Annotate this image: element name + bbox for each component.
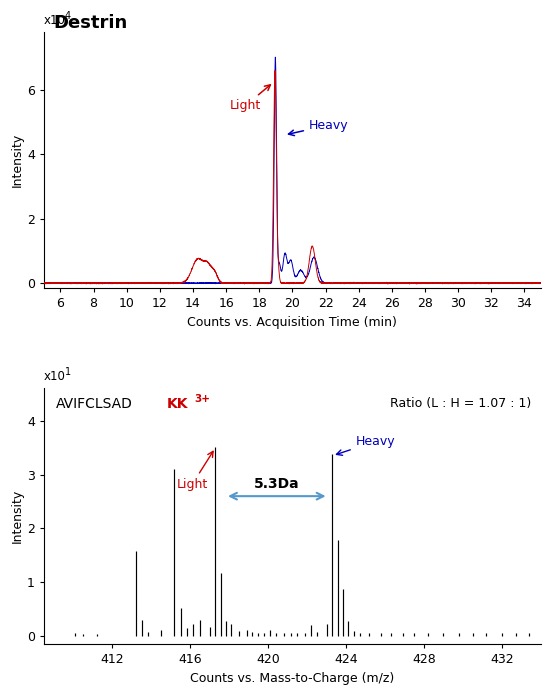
- Text: Light: Light: [230, 85, 270, 112]
- Text: 4: 4: [65, 10, 71, 21]
- Text: AVIFCLSAD: AVIFCLSAD: [56, 397, 133, 411]
- Text: Heavy: Heavy: [289, 118, 349, 136]
- Text: x10: x10: [44, 14, 66, 27]
- Text: Ratio (L : H = 1.07 : 1): Ratio (L : H = 1.07 : 1): [390, 397, 531, 411]
- Text: x10: x10: [44, 370, 66, 383]
- X-axis label: Counts vs. Acquisition Time (min): Counts vs. Acquisition Time (min): [188, 315, 397, 329]
- Text: KK: KK: [167, 397, 189, 411]
- X-axis label: Counts vs. Mass-to-Charge (m/z): Counts vs. Mass-to-Charge (m/z): [190, 672, 395, 685]
- Text: Heavy: Heavy: [337, 435, 395, 455]
- Text: 1: 1: [65, 367, 71, 377]
- Text: 5.3Da: 5.3Da: [254, 477, 300, 491]
- Text: Light: Light: [177, 451, 213, 491]
- Text: Destrin: Destrin: [54, 14, 128, 32]
- Y-axis label: Intensity: Intensity: [11, 489, 24, 544]
- Y-axis label: Intensity: Intensity: [11, 133, 24, 187]
- Text: 3+: 3+: [194, 394, 210, 404]
